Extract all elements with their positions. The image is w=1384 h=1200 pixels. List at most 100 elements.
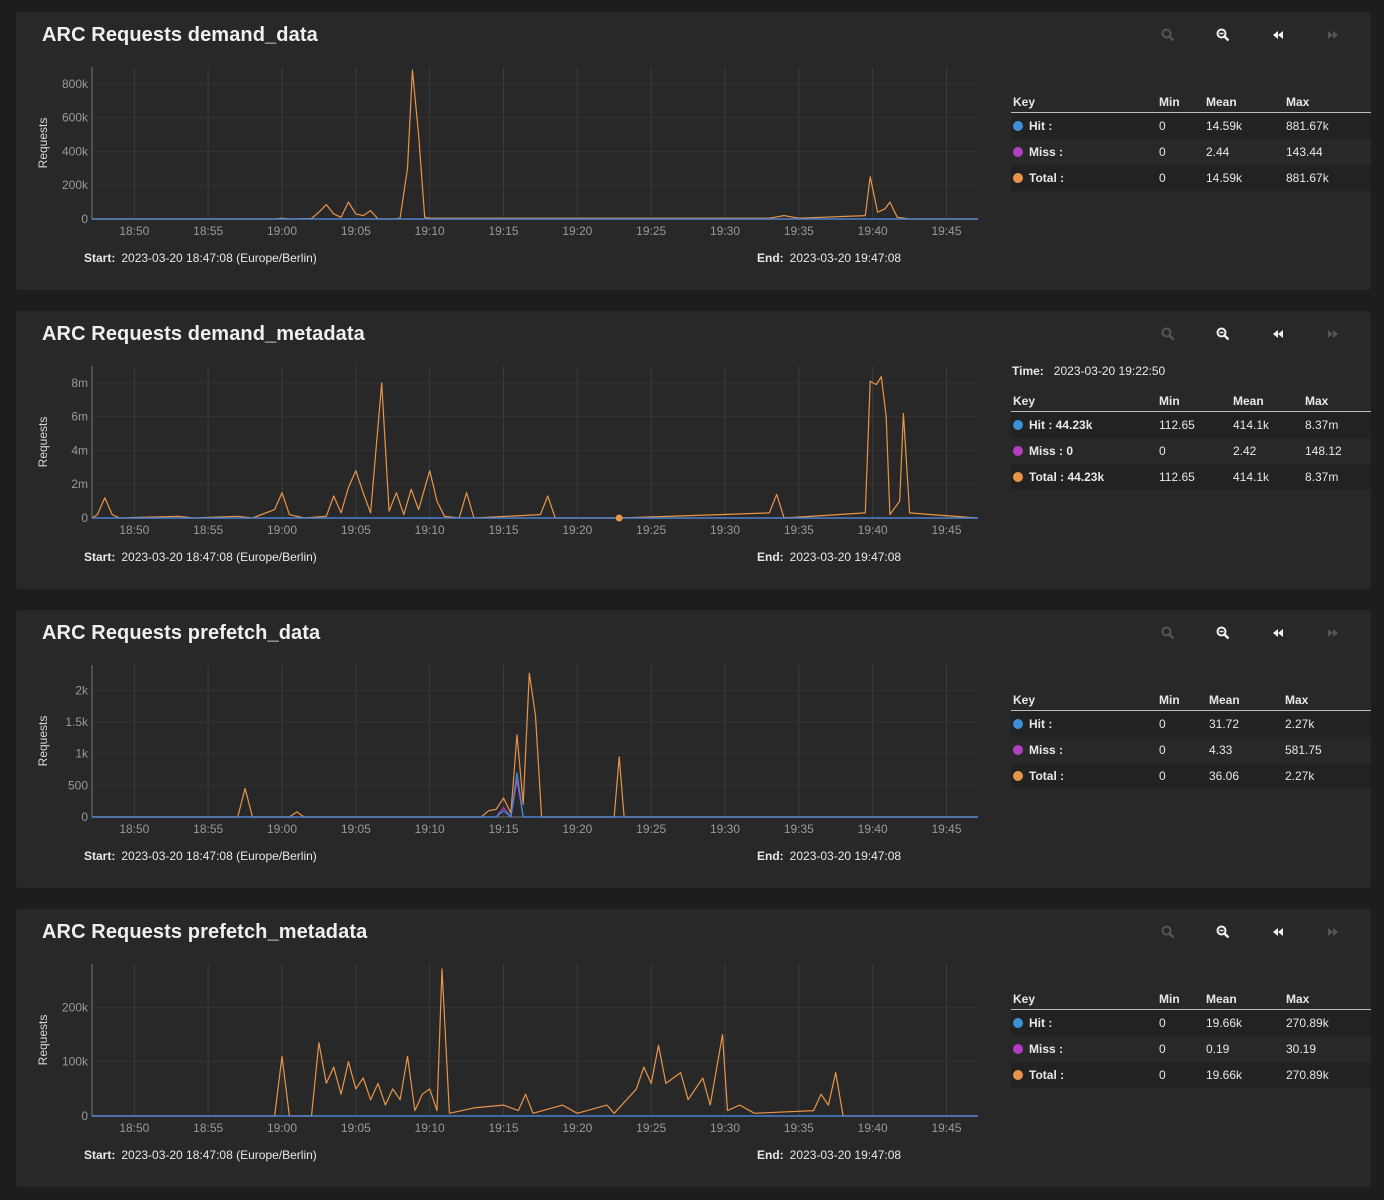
legend-row-hit[interactable]: Hit : 44.23k 112.65 414.1k 8.37m <box>1011 411 1371 438</box>
legend-key-label: Miss : <box>1029 145 1064 159</box>
x-tick-label: 19:20 <box>562 1121 592 1135</box>
legend-min: 0 <box>1159 145 1166 159</box>
x-tick-label: 19:25 <box>636 1121 666 1135</box>
total-color-dot <box>1013 771 1023 781</box>
legend-row-miss[interactable]: Miss : 0 2.44 143.44 <box>1011 139 1371 165</box>
legend-row-total[interactable]: Total : 0 14.59k 881.67k <box>1011 165 1371 191</box>
legend-header-min: Min <box>1157 391 1231 412</box>
x-tick-label: 19:25 <box>636 224 666 238</box>
panel-title: ARC Requests prefetch_data <box>42 622 321 644</box>
series-line-total <box>91 375 979 519</box>
legend-row-hit[interactable]: Hit : 0 14.59k 881.67k <box>1011 112 1371 139</box>
zoom-in-button[interactable] <box>1153 28 1183 52</box>
legend-mean: 414.1k <box>1231 464 1303 490</box>
fast-forward-icon <box>1328 330 1338 338</box>
legend-max: 881.67k <box>1284 165 1371 191</box>
legend-row-total[interactable]: Total : 44.23k 112.65 414.1k 8.37m <box>1011 464 1371 490</box>
legend-min: 0 <box>1159 743 1166 757</box>
legend-key-label: Hit : <box>1029 717 1053 731</box>
y-tick-label: 0 <box>81 212 88 226</box>
legend-mean: 36.06 <box>1207 763 1283 789</box>
y-tick-label: 4m <box>71 443 88 457</box>
legend-max: 8.37m <box>1303 411 1371 438</box>
legend-header-key: Key <box>1011 989 1157 1010</box>
legend-row-miss[interactable]: Miss : 0 0.19 30.19 <box>1011 1036 1371 1062</box>
zoom-in-button[interactable] <box>1153 925 1183 949</box>
start-label: Start: <box>84 849 116 863</box>
zoom-in-icon <box>1161 28 1175 42</box>
x-tick-label: 19:20 <box>562 822 592 836</box>
rewind-button[interactable] <box>1263 925 1293 949</box>
zoom-out-button[interactable] <box>1208 626 1238 650</box>
y-axis-title: Requests <box>36 118 50 169</box>
zoom-out-button[interactable] <box>1208 327 1238 351</box>
miss-color-dot <box>1013 147 1023 157</box>
rewind-button[interactable] <box>1263 327 1293 351</box>
start-label: Start: <box>84 251 116 265</box>
legend-row-miss[interactable]: Miss : 0 0 2.42 148.12 <box>1011 438 1371 464</box>
start-value: 2023-03-20 18:47:08 (Europe/Berlin) <box>121 251 317 265</box>
hover-time: Time: 2023-03-20 19:22:50 <box>1012 364 1165 378</box>
rewind-button[interactable] <box>1263 28 1293 52</box>
x-tick-label: 19:35 <box>784 224 814 238</box>
zoom-out-icon <box>1216 28 1230 42</box>
hit-color-dot <box>1013 121 1023 131</box>
y-tick-label: 1.5k <box>65 715 89 729</box>
hover-time-label: Time: <box>1012 364 1044 378</box>
range-start: Start: 2023-03-20 18:47:08 (Europe/Berlin… <box>84 1148 317 1162</box>
legend-header-mean: Mean <box>1231 391 1303 412</box>
zoom-in-button[interactable] <box>1153 626 1183 650</box>
zoom-in-button[interactable] <box>1153 327 1183 351</box>
legend-row-hit[interactable]: Hit : 0 31.72 2.27k <box>1011 710 1371 737</box>
fast-forward-button[interactable] <box>1318 327 1348 351</box>
end-label: End: <box>757 251 784 265</box>
zoom-out-icon <box>1216 327 1230 341</box>
miss-color-dot <box>1013 745 1023 755</box>
legend-max: 270.89k <box>1284 1062 1371 1088</box>
legend-min: 0 <box>1157 710 1207 737</box>
legend-row-total[interactable]: Total : 0 36.06 2.27k <box>1011 763 1371 789</box>
zoom-out-button[interactable] <box>1208 925 1238 949</box>
end-label: End: <box>757 1148 784 1162</box>
x-tick-label: 19:45 <box>931 523 961 537</box>
legend-min: 0 <box>1157 763 1207 789</box>
legend-header-mean: Mean <box>1204 989 1284 1010</box>
x-tick-label: 19:30 <box>710 822 740 836</box>
x-tick-label: 19:40 <box>858 1121 888 1135</box>
x-tick-label: 19:40 <box>858 523 888 537</box>
legend-mean: 0.19 <box>1206 1042 1230 1056</box>
rewind-button[interactable] <box>1263 626 1293 650</box>
fast-forward-button[interactable] <box>1318 28 1348 52</box>
series-line-total <box>92 69 978 220</box>
chart-panel-prefetch-metadata: ARC Requests prefetch_metadata 18:50 18:5… <box>16 909 1371 1187</box>
x-tick-label: 19:45 <box>931 1121 961 1135</box>
x-tick-label: 19:30 <box>710 224 740 238</box>
legend-key-label: Total : <box>1029 171 1065 185</box>
legend-row-total[interactable]: Total : 0 19.66k 270.89k <box>1011 1062 1371 1088</box>
legend-header-row: Key Min Mean Max <box>1011 391 1371 412</box>
x-tick-label: 19:30 <box>710 1121 740 1135</box>
zoom-in-icon <box>1161 626 1175 640</box>
legend-header-key: Key <box>1011 391 1157 412</box>
chart-panel-demand-data: ARC Requests demand_data 18:50 18:55 19:00… <box>16 12 1371 290</box>
fast-forward-button[interactable] <box>1318 925 1348 949</box>
zoom-out-button[interactable] <box>1208 28 1238 52</box>
legend-row-hit[interactable]: Hit : 0 19.66k 270.89k <box>1011 1009 1371 1036</box>
legend-max: 881.67k <box>1284 112 1371 139</box>
x-tick-label: 19:00 <box>267 523 297 537</box>
legend-mean: 414.1k <box>1231 411 1303 438</box>
fast-forward-button[interactable] <box>1318 626 1348 650</box>
legend-row-miss[interactable]: Miss : 0 4.33 581.75 <box>1011 737 1371 763</box>
miss-color-dot <box>1013 1044 1023 1054</box>
x-tick-label: 19:15 <box>488 1121 518 1135</box>
range-end: End: 2023-03-20 19:47:08 <box>757 251 901 265</box>
legend-table: Key Min Mean Max Hit : 0 31.72 2.27k Mis… <box>1011 690 1371 789</box>
y-tick-label: 0 <box>81 511 88 525</box>
x-tick-label: 19:25 <box>636 822 666 836</box>
chart-panel-prefetch-data: ARC Requests prefetch_data 18:50 18:55 19:… <box>16 610 1371 888</box>
x-tick-label: 18:55 <box>193 1121 223 1135</box>
legend-mean: 2.44 <box>1206 145 1230 159</box>
x-tick-label: 19:15 <box>488 822 518 836</box>
zoom-in-icon <box>1161 327 1175 341</box>
x-tick-label: 19:35 <box>784 523 814 537</box>
